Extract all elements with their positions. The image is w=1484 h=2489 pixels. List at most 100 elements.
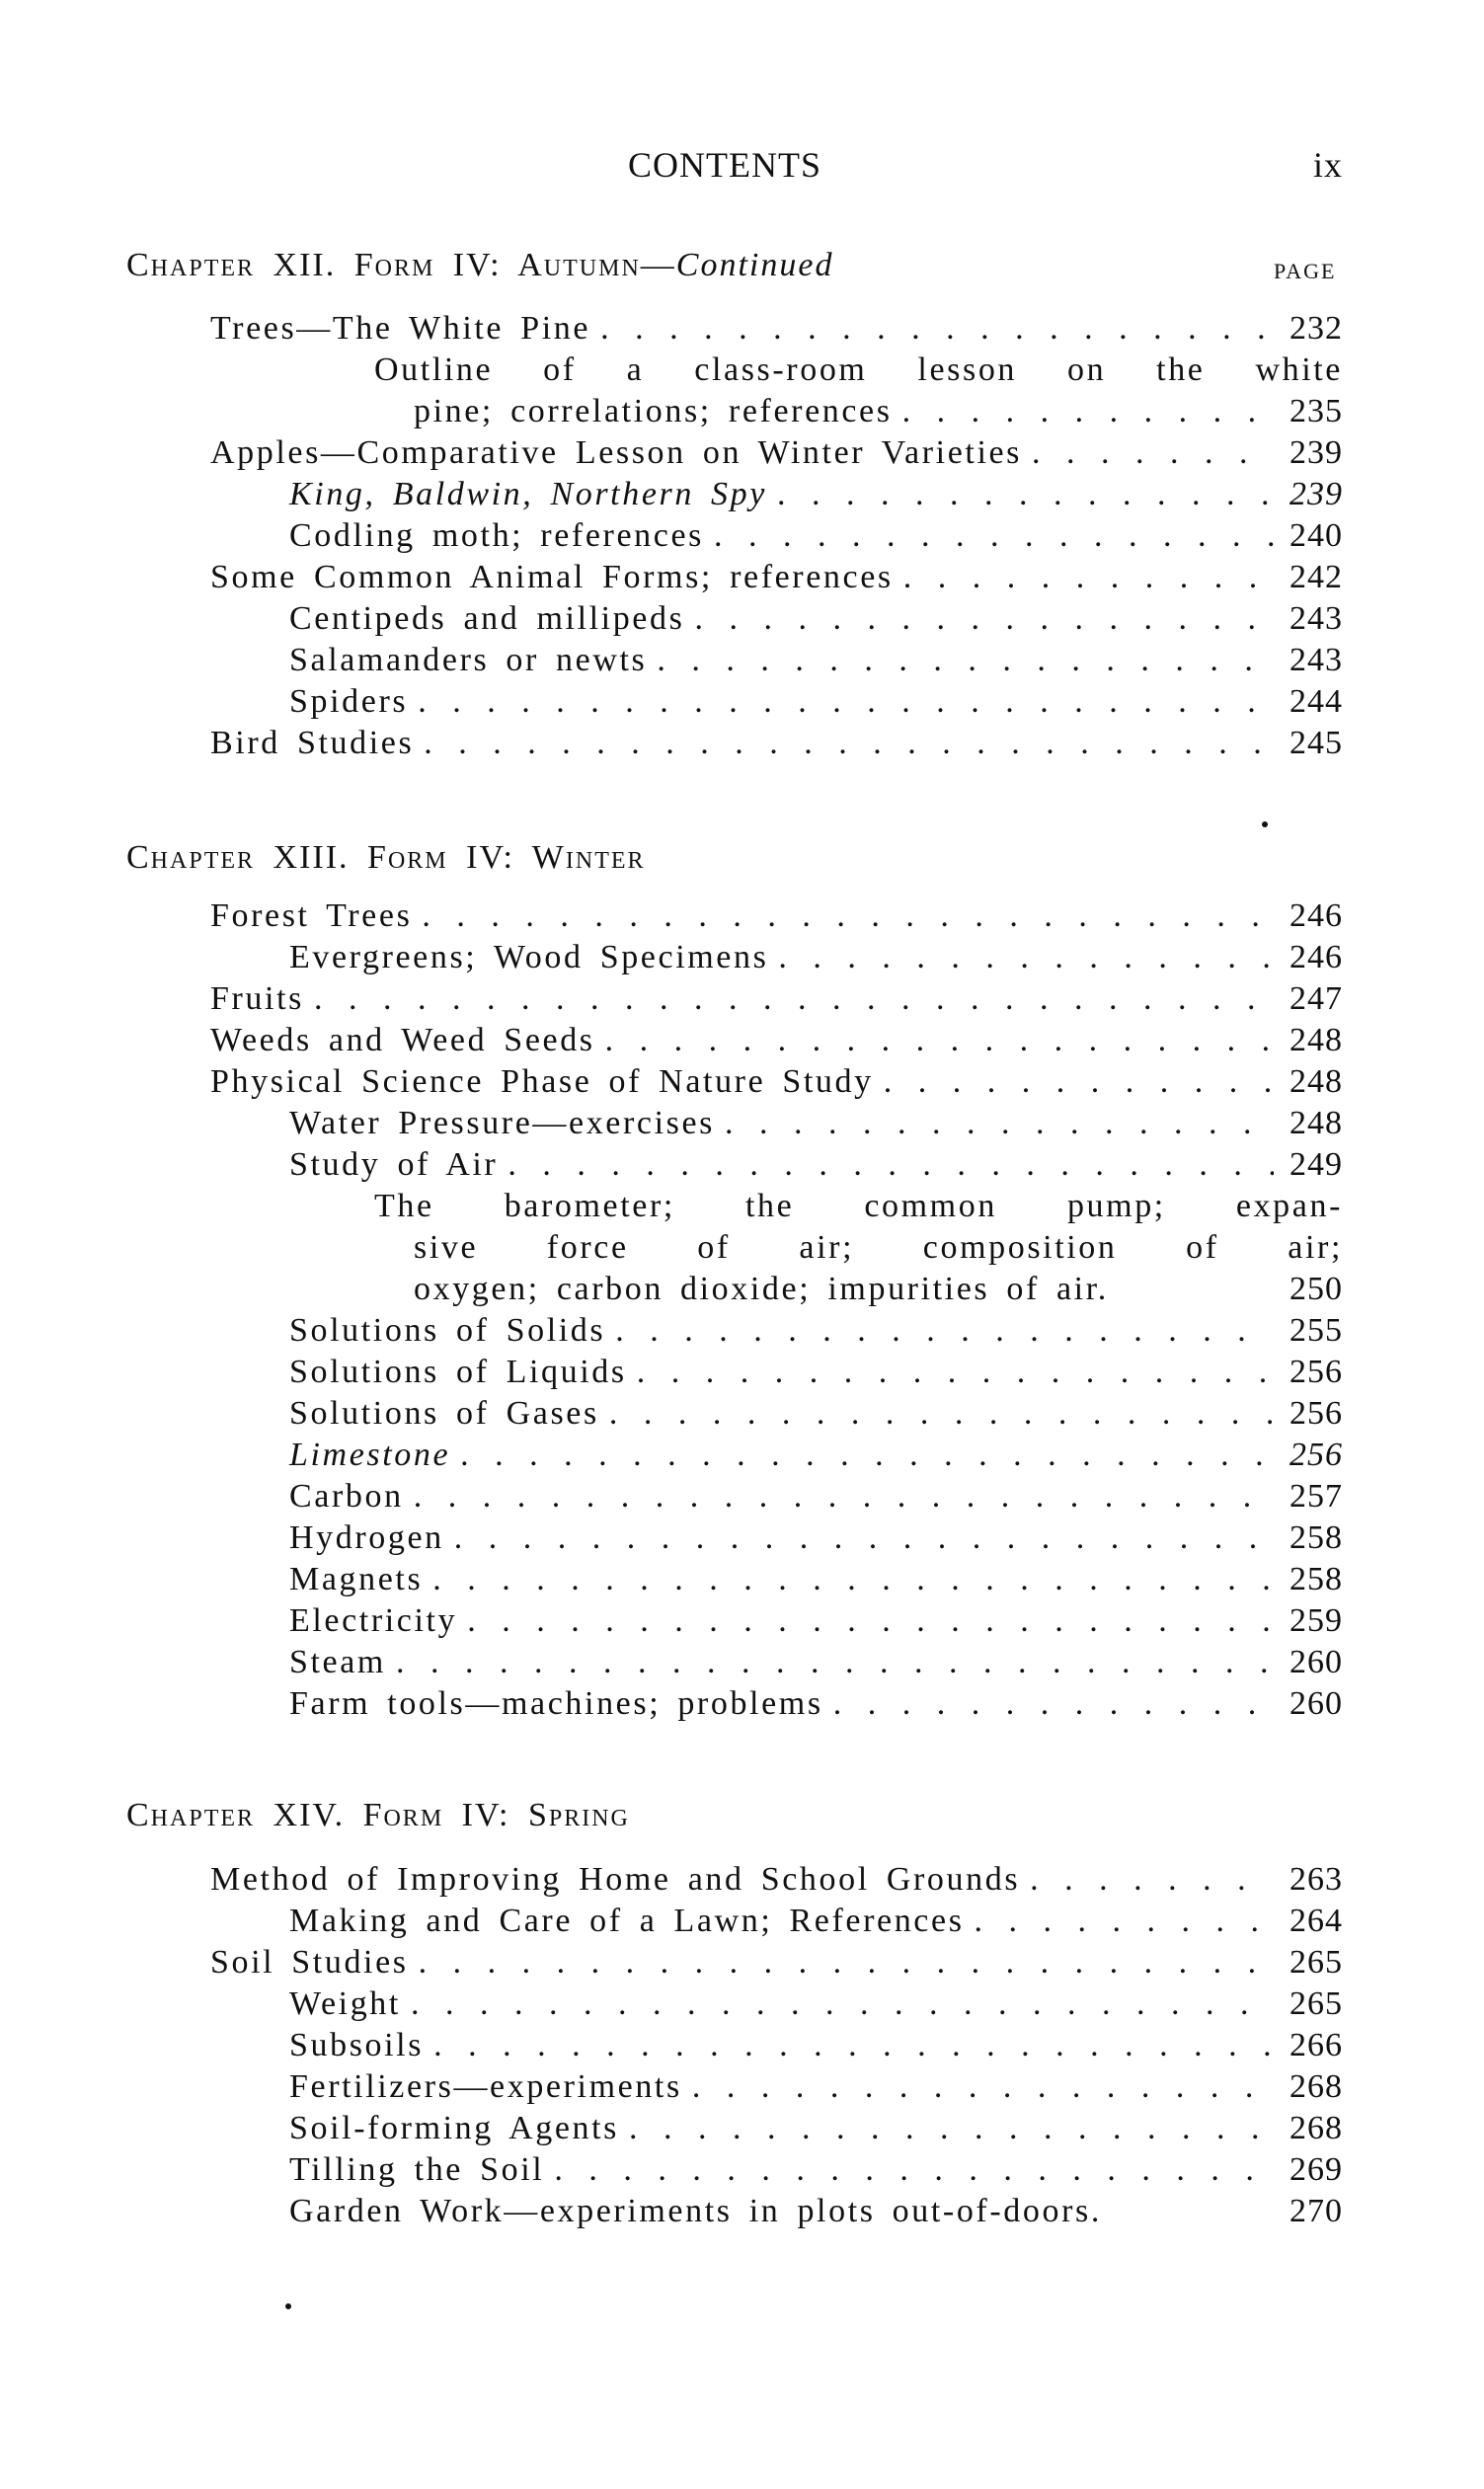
toc-entry[interactable]: Solutions of Liquids. . . . . . . . . . … xyxy=(126,1352,1343,1393)
toc-entry[interactable]: Forest Trees. . . . . . . . . . . . . . … xyxy=(126,895,1343,937)
toc-entry[interactable]: Salamanders or newts. . . . . . . . . . … xyxy=(126,640,1343,681)
entry-title: Salamanders or newts xyxy=(289,642,648,678)
dot-leader: . . . . . . . . . . . . . . . . . . . . … xyxy=(413,1478,1274,1515)
toc-entry[interactable]: Some Common Animal Forms; references. . … xyxy=(126,557,1343,598)
toc-entry[interactable]: Solutions of Solids. . . . . . . . . . .… xyxy=(126,1310,1343,1352)
dot-leader: . . . . . . . . . . . . . . . . . . . . … xyxy=(467,1602,1274,1639)
dot-leader: . . . . . . . . . . . . . . . . . . . . … xyxy=(636,1354,1274,1390)
entry-title: Subsoils xyxy=(289,2027,425,2063)
toc-entry[interactable]: Garden Work—experiments in plots out-of-… xyxy=(126,2191,1343,2232)
toc-entry[interactable]: Electricity. . . . . . . . . . . . . . .… xyxy=(126,1600,1343,1642)
toc-entry[interactable]: Bird Studies. . . . . . . . . . . . . . … xyxy=(126,723,1343,764)
toc-entry[interactable]: Weight. . . . . . . . . . . . . . . . . … xyxy=(126,1983,1343,2025)
toc-entry[interactable]: Weeds and Weed Seeds. . . . . . . . . . … xyxy=(126,1020,1343,1061)
entry-title: Outline of a class-room lesson on the wh… xyxy=(374,351,1343,388)
dot-leader: . . . . . . . . . . . . . . . . . . . . … xyxy=(432,1561,1274,1597)
toc-entry[interactable]: Limestone. . . . . . . . . . . . . . . .… xyxy=(126,1435,1343,1476)
toc-entry[interactable]: Evergreens; Wood Specimens. . . . . . . … xyxy=(126,937,1343,978)
entry-title: Trees—The White Pine xyxy=(210,310,591,347)
toc-entry[interactable]: Making and Care of a Lawn; References. .… xyxy=(126,1901,1343,1942)
entry-title: Fruits xyxy=(210,980,304,1017)
entry-title: Solutions of Solids xyxy=(289,1312,606,1349)
entry-page-number: 246 xyxy=(1289,939,1343,975)
entry-page-number: 232 xyxy=(1289,310,1343,347)
dot-leader: . . . . . . . . . . . . . . . . . . . . … xyxy=(832,1685,1274,1722)
entry-title: Method of Improving Home and School Grou… xyxy=(210,1861,1021,1898)
dot-leader: . . . . . . . . . . . . . . . . . . . . … xyxy=(313,980,1274,1017)
entry-page-number: 268 xyxy=(1289,2110,1343,2146)
entry-page-number: 256 xyxy=(1289,1437,1343,1473)
toc-entry[interactable]: Soil Studies. . . . . . . . . . . . . . … xyxy=(126,1942,1343,1983)
page-column-label: PAGE xyxy=(1274,259,1337,283)
dot-leader: . . . . . . . . . . . . . . . . . . . . … xyxy=(902,559,1274,595)
toc-entry[interactable]: Outline of a class-room lesson on the wh… xyxy=(126,350,1343,391)
entry-title: Solutions of Liquids xyxy=(289,1354,627,1390)
toc-entry[interactable]: Tilling the Soil. . . . . . . . . . . . … xyxy=(126,2149,1343,2191)
toc-entry[interactable]: Farm tools—machines; problems. . . . . .… xyxy=(126,1683,1343,1725)
page-title: CONTENTS xyxy=(628,145,821,185)
entry-page-number: 235 xyxy=(1289,393,1343,429)
entry-title: Spiders xyxy=(289,683,409,720)
entry-title: oxygen; carbon dioxide; impurities of ai… xyxy=(414,1271,1109,1307)
entry-title: The barometer; the common pump; expan- xyxy=(374,1188,1343,1224)
toc-entry[interactable]: Physical Science Phase of Nature Study. … xyxy=(126,1061,1343,1103)
entry-title: Bird Studies xyxy=(210,725,415,761)
toc-entry[interactable]: pine; correlations; references. . . . . … xyxy=(126,391,1343,432)
print-speck xyxy=(1262,821,1268,827)
entry-page-number: 260 xyxy=(1289,1644,1343,1680)
dot-leader: . . . . . . . . . . . . . . . . . . . . … xyxy=(600,310,1274,347)
toc-entry[interactable]: Soil-forming Agents. . . . . . . . . . .… xyxy=(126,2108,1343,2149)
entry-page-number: 242 xyxy=(1289,559,1343,595)
dot-leader: . . . . . . . . . . . . . . . . . . . . … xyxy=(410,1985,1274,2022)
dot-leader: . . . . . . . . . . . . . . . . . . . . … xyxy=(657,642,1274,678)
dot-leader: . . . . . . . . . . . . . . . . . . . . … xyxy=(615,1312,1274,1349)
toc-entry[interactable]: Method of Improving Home and School Grou… xyxy=(126,1859,1343,1901)
toc-entry[interactable]: Hydrogen. . . . . . . . . . . . . . . . … xyxy=(126,1517,1343,1559)
toc-entry[interactable]: Codling moth; references. . . . . . . . … xyxy=(126,515,1343,557)
entry-title: Limestone xyxy=(289,1437,451,1473)
chapter-continued: Continued xyxy=(675,247,834,283)
toc-entry[interactable]: Trees—The White Pine. . . . . . . . . . … xyxy=(126,308,1343,350)
toc-entry[interactable]: The barometer; the common pump; expan- xyxy=(126,1186,1343,1227)
entry-page-number: 250 xyxy=(1289,1271,1343,1307)
entry-title: Hydrogen xyxy=(289,1519,444,1556)
entry-page-number: 243 xyxy=(1289,642,1343,678)
entry-page-number: 244 xyxy=(1289,683,1343,720)
dot-leader: . . . . . . . . . . . . . . . . . . . . … xyxy=(694,600,1274,637)
entry-page-number: 265 xyxy=(1289,1985,1343,2022)
entry-title: Tilling the Soil xyxy=(289,2151,545,2188)
dot-leader: . . . . . . . . . . . . . . . . . . . . … xyxy=(418,1944,1274,1981)
entry-page-number: 239 xyxy=(1289,476,1343,512)
toc-entry[interactable]: Steam. . . . . . . . . . . . . . . . . .… xyxy=(126,1642,1343,1683)
toc-entry[interactable]: Centipeds and millipeds. . . . . . . . .… xyxy=(126,598,1343,640)
toc-entry[interactable]: Magnets. . . . . . . . . . . . . . . . .… xyxy=(126,1559,1343,1600)
entry-page-number: 243 xyxy=(1289,600,1343,637)
toc-entry[interactable]: sive force of air; composition of air; xyxy=(126,1227,1343,1269)
dot-leader: . . . . . . . . . . . . . . . . . . . . … xyxy=(604,1022,1274,1058)
toc-entry[interactable]: Fertilizers—experiments. . . . . . . . .… xyxy=(126,2066,1343,2108)
toc-entry[interactable]: Carbon. . . . . . . . . . . . . . . . . … xyxy=(126,1476,1343,1517)
chapter-entries: Method of Improving Home and School Grou… xyxy=(126,1859,1343,2232)
entry-title: Electricity xyxy=(289,1602,458,1639)
dot-leader: . . . . . . . . . . . . . . . . . . . . … xyxy=(901,393,1274,429)
chapter-entries: Trees—The White Pine. . . . . . . . . . … xyxy=(126,308,1343,764)
dot-leader: . . . . . . . . . . . . . . . . . . . . … xyxy=(424,725,1274,761)
toc-entry[interactable]: Water Pressure—exercises. . . . . . . . … xyxy=(126,1103,1343,1144)
entry-title: Forest Trees xyxy=(210,897,413,934)
entry-page-number: 249 xyxy=(1289,1146,1343,1183)
dot-leader: . . . . . . . . . . . . . . . . . . . . … xyxy=(418,683,1274,720)
toc-entry[interactable]: oxygen; carbon dioxide; impurities of ai… xyxy=(126,1269,1343,1310)
entry-page-number: 265 xyxy=(1289,1944,1343,1981)
toc-entry[interactable]: Apples—Comparative Lesson on Winter Vari… xyxy=(126,432,1343,474)
entry-title: pine; correlations; references xyxy=(414,393,893,429)
dot-leader: . . . . . . . . . . . . . . . . . . . . … xyxy=(629,2110,1274,2146)
entry-page-number: 248 xyxy=(1289,1022,1343,1058)
toc-entry[interactable]: Subsoils. . . . . . . . . . . . . . . . … xyxy=(126,2025,1343,2066)
toc-entry[interactable]: Study of Air. . . . . . . . . . . . . . … xyxy=(126,1144,1343,1186)
entry-title: Fertilizers—experiments xyxy=(289,2068,682,2105)
toc-entry[interactable]: Fruits. . . . . . . . . . . . . . . . . … xyxy=(126,978,1343,1020)
entry-title: Magnets xyxy=(289,1561,424,1597)
toc-entry[interactable]: Spiders. . . . . . . . . . . . . . . . .… xyxy=(126,681,1343,723)
toc-entry[interactable]: Solutions of Gases. . . . . . . . . . . … xyxy=(126,1393,1343,1435)
toc-entry[interactable]: King, Baldwin, Northern Spy. . . . . . .… xyxy=(126,474,1343,515)
